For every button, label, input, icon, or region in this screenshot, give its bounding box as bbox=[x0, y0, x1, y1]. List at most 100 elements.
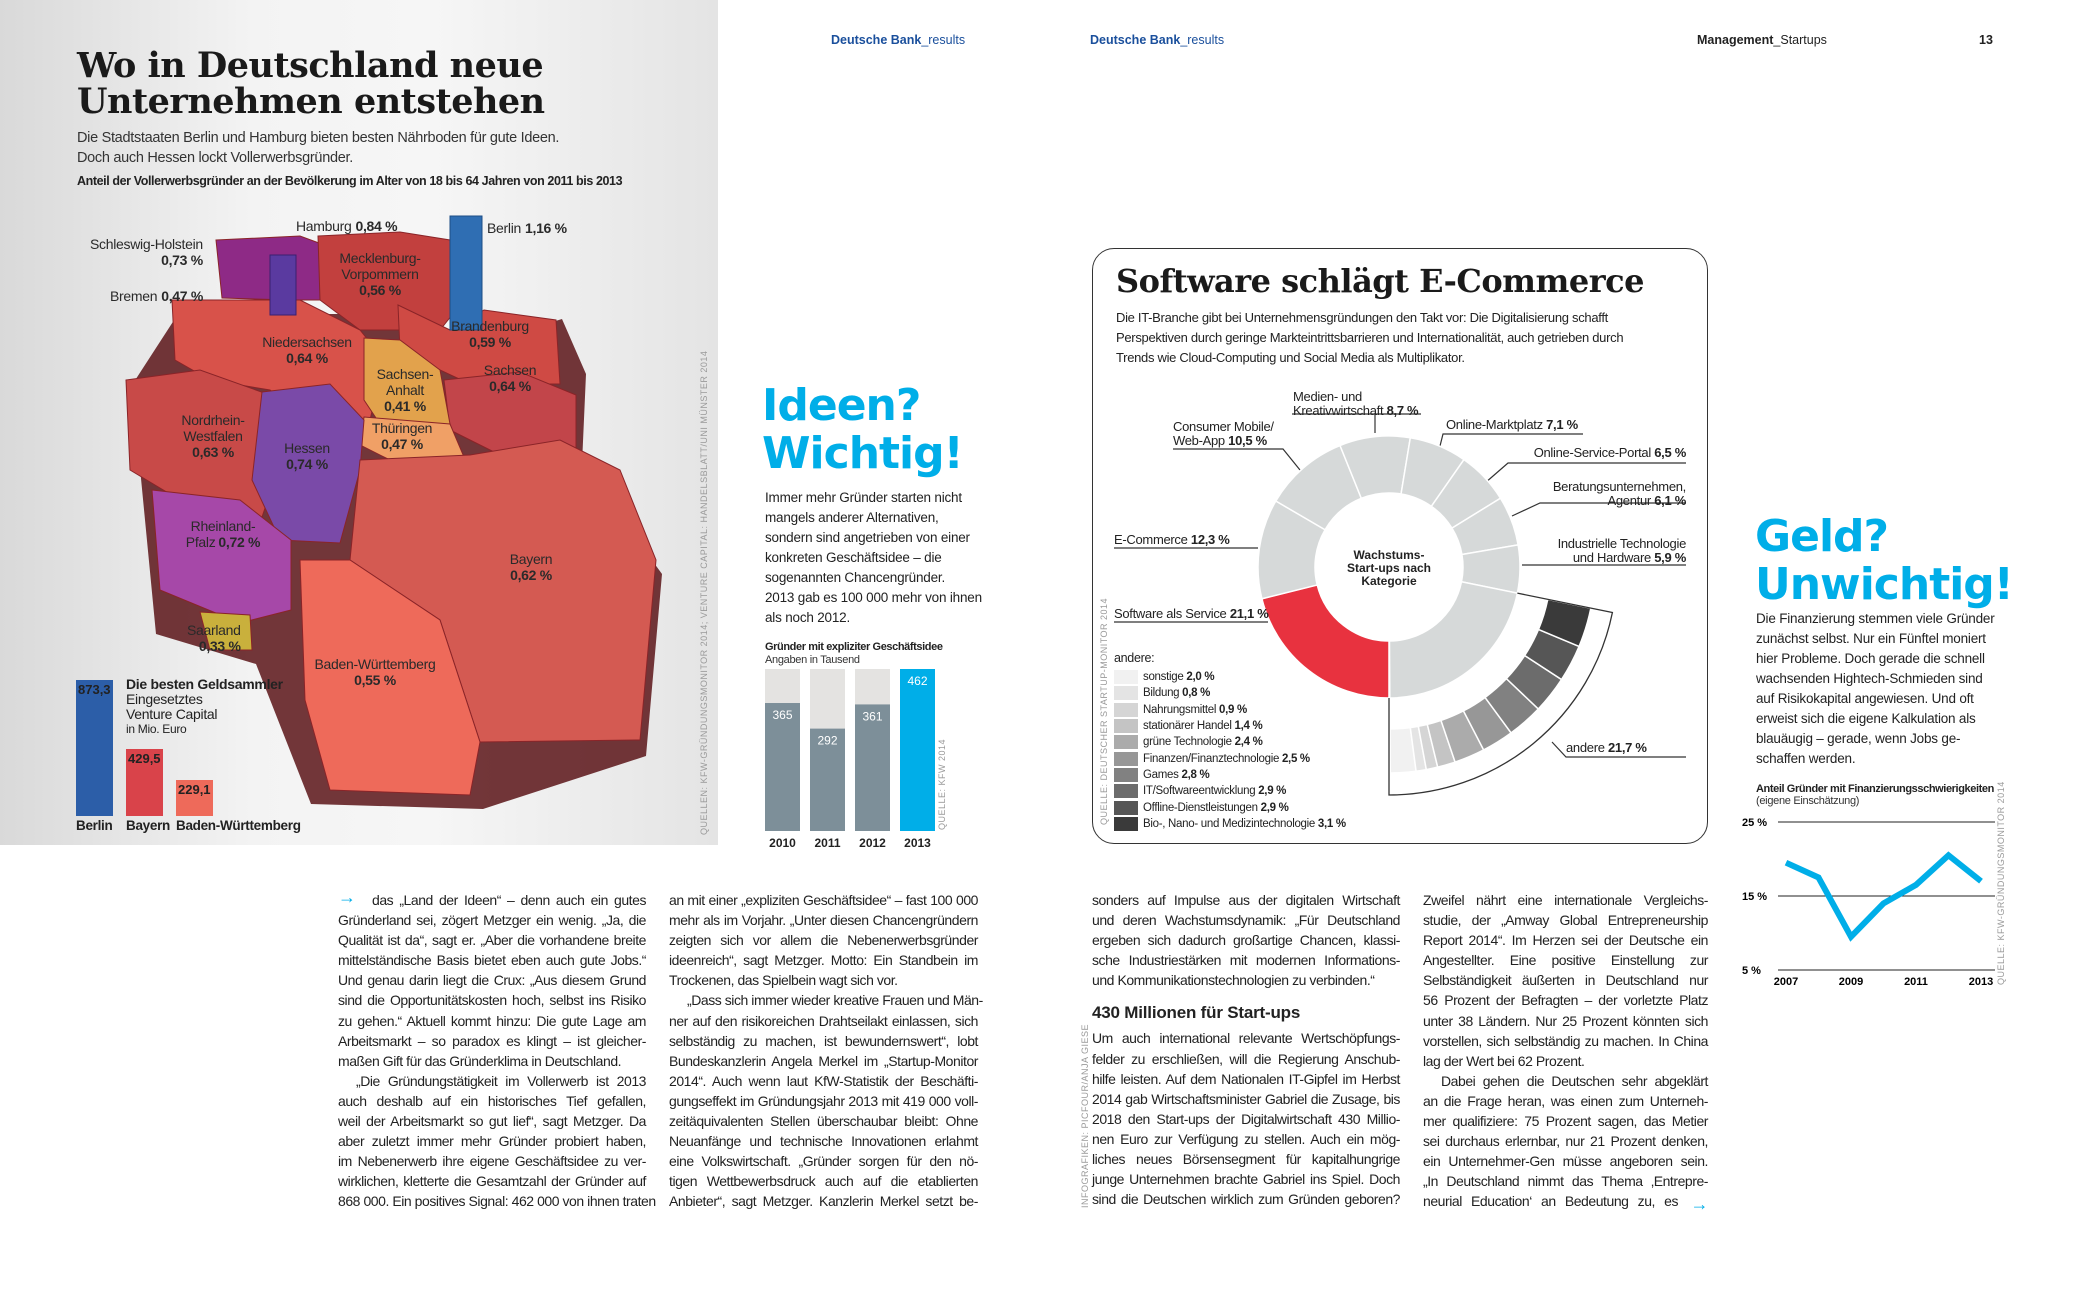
body-line: 2013 gab es 100 000 mehr von ihnen bbox=[765, 590, 982, 605]
article-line: felder zu erschließen, will die Regierun… bbox=[1092, 1050, 1400, 1067]
andere-bracket bbox=[1388, 592, 1614, 796]
vc-bar-value: 429,5 bbox=[128, 751, 161, 767]
header-brand-right: Deutsche Bank_results bbox=[1090, 33, 1224, 47]
hamburg-column bbox=[269, 254, 297, 316]
legend-value: 2,9 % bbox=[1258, 785, 1287, 798]
article-line: nen Euro zur Verfügung zu stellen. Auch … bbox=[1092, 1130, 1400, 1147]
label-name: Kreativwirtschaft bbox=[1293, 403, 1387, 418]
vc-bar bbox=[76, 680, 113, 816]
bar-year: 2011 bbox=[814, 836, 840, 850]
legend-value: 2,0 % bbox=[1186, 671, 1215, 684]
legend-swatch bbox=[1114, 800, 1138, 815]
gruender-bar bbox=[900, 669, 935, 831]
article-line: „Dass sich immer wieder kreative Frauen … bbox=[687, 992, 983, 1009]
donut-slice bbox=[1260, 584, 1390, 699]
map-label: Bremen 0,47 % bbox=[110, 288, 203, 304]
andere-ring-slice bbox=[1440, 709, 1485, 764]
legend-label: Games bbox=[1143, 768, 1179, 781]
body-line: blauäugig – gerade, wenn Jobs ge- bbox=[1756, 731, 1961, 746]
brand-suffix: _results bbox=[921, 33, 966, 47]
heading-line: Geld? bbox=[1755, 511, 1889, 562]
legend-label: grüne Technologie bbox=[1143, 736, 1232, 749]
line-chart-source: QUELLE: KFW-GRÜNDUNGSMONITOR 2014 bbox=[1996, 781, 2006, 985]
legend-label: stationärer Handel bbox=[1143, 720, 1232, 733]
heading-line: Wichtig! bbox=[762, 428, 964, 479]
subtitle-line: Die Stadtstaaten Berlin und Hamburg biet… bbox=[77, 130, 560, 146]
brand: Deutsche Bank bbox=[831, 33, 922, 47]
body-line: wachsenden Hightech-Schmieden sind bbox=[1756, 671, 1983, 686]
label-name: andere bbox=[1566, 740, 1605, 755]
legend-label: sonstige bbox=[1143, 671, 1184, 684]
body-line: sondern sind angetrieben von einer bbox=[765, 530, 970, 545]
legend-item: Bildung 0,8 % bbox=[1114, 685, 1346, 701]
map-label: Nordrhein- Westfalen 0,63 % bbox=[133, 412, 293, 460]
map-subtitle: Die Stadtstaaten Berlin und Hamburg biet… bbox=[77, 128, 559, 168]
legend-value: 2,9 % bbox=[1260, 801, 1289, 814]
donut-label: Online-Service-Portal 6,5 % bbox=[1534, 446, 1687, 460]
section-suffix: _Startups bbox=[1773, 33, 1827, 47]
text-line: Trends wie Cloud-Computing und Social Me… bbox=[1116, 350, 1465, 365]
article-line: hilfe leisten. Auf dem Nationalen IT-Gip… bbox=[1092, 1070, 1400, 1087]
state-name: Baden-Württemberg bbox=[314, 656, 436, 672]
label-name: und Hardware bbox=[1572, 550, 1655, 565]
body-line: mangels anderer Alternativen, bbox=[765, 510, 939, 525]
map-label: Mecklenburg- Vorpommern 0,56 % bbox=[300, 250, 460, 298]
financing-line-chart: 25 % 15 % 5 % 2007 2009 2011 2013 bbox=[1742, 817, 1995, 988]
legend-label: Bildung bbox=[1143, 687, 1180, 700]
article-line: Angestellter. Eine positive Einstellung … bbox=[1423, 952, 1708, 969]
donut-center-label: Kategorie bbox=[1361, 574, 1417, 588]
article-line: und deren Wachstumsdynamik: „Für Deutsch… bbox=[1092, 912, 1400, 929]
heading-line: Ideen? bbox=[762, 380, 921, 431]
article-line: „In Deutschland nimmt das Thema ‚Entrepr… bbox=[1423, 1173, 1708, 1190]
body-line: zunächst selbst. Nur ein Fünftel moniert bbox=[1756, 631, 1986, 646]
map-label: Hamburg 0,84 % bbox=[296, 218, 398, 234]
state-value: 0,72 % bbox=[218, 534, 261, 550]
y-tick: 25 % bbox=[1742, 817, 1767, 829]
geld-body: Die Finanzierung stemmen viele Gründer zu… bbox=[1756, 609, 1995, 769]
article-line: Anbieter“, sagt Metzger. Kanzlerin Merke… bbox=[669, 1193, 978, 1210]
state-name: Berlin bbox=[487, 220, 521, 236]
legend-swatch bbox=[1114, 816, 1138, 831]
vc-bar-category: Bayern bbox=[126, 818, 170, 833]
label-value: 12,3 % bbox=[1190, 532, 1230, 547]
article-line: 868 000. Ein positives Signal: 462 000 v… bbox=[338, 1193, 656, 1210]
article-line: studie, der „Amway Global Entrepreneursh… bbox=[1423, 912, 1708, 929]
body-line: schaffen werden. bbox=[1756, 751, 1856, 766]
donut-center-label: Start-ups nach bbox=[1347, 561, 1431, 575]
legend-item: Nahrungsmittel 0,9 % bbox=[1114, 702, 1346, 718]
page-number: 13 bbox=[1979, 33, 1993, 47]
legend-value: 1,4 % bbox=[1234, 720, 1263, 733]
label-line: Agentur 6,1 % bbox=[1553, 493, 1687, 508]
andere-ring-slice bbox=[1483, 677, 1540, 734]
vc-bar bbox=[176, 780, 213, 816]
article-line: ideenreich“, sagt Metzger. Motto: Ein St… bbox=[669, 952, 978, 969]
vc-subtitle: Eingesetztes bbox=[126, 691, 203, 707]
legend-swatch bbox=[1114, 670, 1138, 685]
body-line: hier Probleme. Doch gerade die schnell bbox=[1756, 651, 1985, 666]
gruender-chart-title: Gründer mit expliziter Geschäftsidee bbox=[765, 641, 943, 653]
label-name: Agentur bbox=[1607, 493, 1655, 508]
label-line: Kreativwirtschaft 8,7 % bbox=[1293, 403, 1419, 418]
state-name: Mecklenburg- Vorpommern bbox=[339, 250, 421, 282]
article-line: vorstellen, sich selbständig zu machen. … bbox=[1423, 1032, 1708, 1049]
vc-bar-value: 873,3 bbox=[78, 682, 111, 697]
vc-subtitle: Venture Capital bbox=[126, 706, 218, 722]
state-name: Sachsen- Anhalt bbox=[376, 366, 434, 398]
article-line: Und genau darin liegt die Crux: „Aus die… bbox=[338, 972, 646, 989]
article-line: neurial Education‘ an Bedeutung zu, es bbox=[1423, 1193, 1678, 1210]
donut-source: QUELLE: DEUTSCHER STARTUP-MONITOR 2014 bbox=[1099, 597, 1109, 825]
map-caption: Anteil der Vollerwerbsgründer an der Bev… bbox=[77, 174, 623, 188]
state-name: Brandenburg bbox=[451, 318, 529, 334]
graphics-credit: INFOGRAFIKEN: PICFOUR/ANJA GIESE bbox=[1080, 1023, 1090, 1208]
article-line: sind die Opportunitätskosten hoch, selbs… bbox=[338, 992, 646, 1009]
legend-item: sonstige 2,0 % bbox=[1114, 669, 1346, 685]
legend-item: Offline-Dienstleistungen 2,9 % bbox=[1114, 799, 1346, 815]
ideen-heading: Ideen? Wichtig! bbox=[762, 380, 964, 479]
label-line: und Hardware 5,9 % bbox=[1558, 551, 1686, 565]
state-value: 0,74 % bbox=[286, 456, 328, 472]
legend-label: Nahrungsmittel bbox=[1143, 703, 1217, 716]
legend-item: stationärer Handel 1,4 % bbox=[1114, 718, 1346, 734]
state-value: 0,55 % bbox=[354, 672, 396, 688]
article-line: ner auf den risikoreichen Drahtseilakt e… bbox=[669, 1012, 978, 1029]
